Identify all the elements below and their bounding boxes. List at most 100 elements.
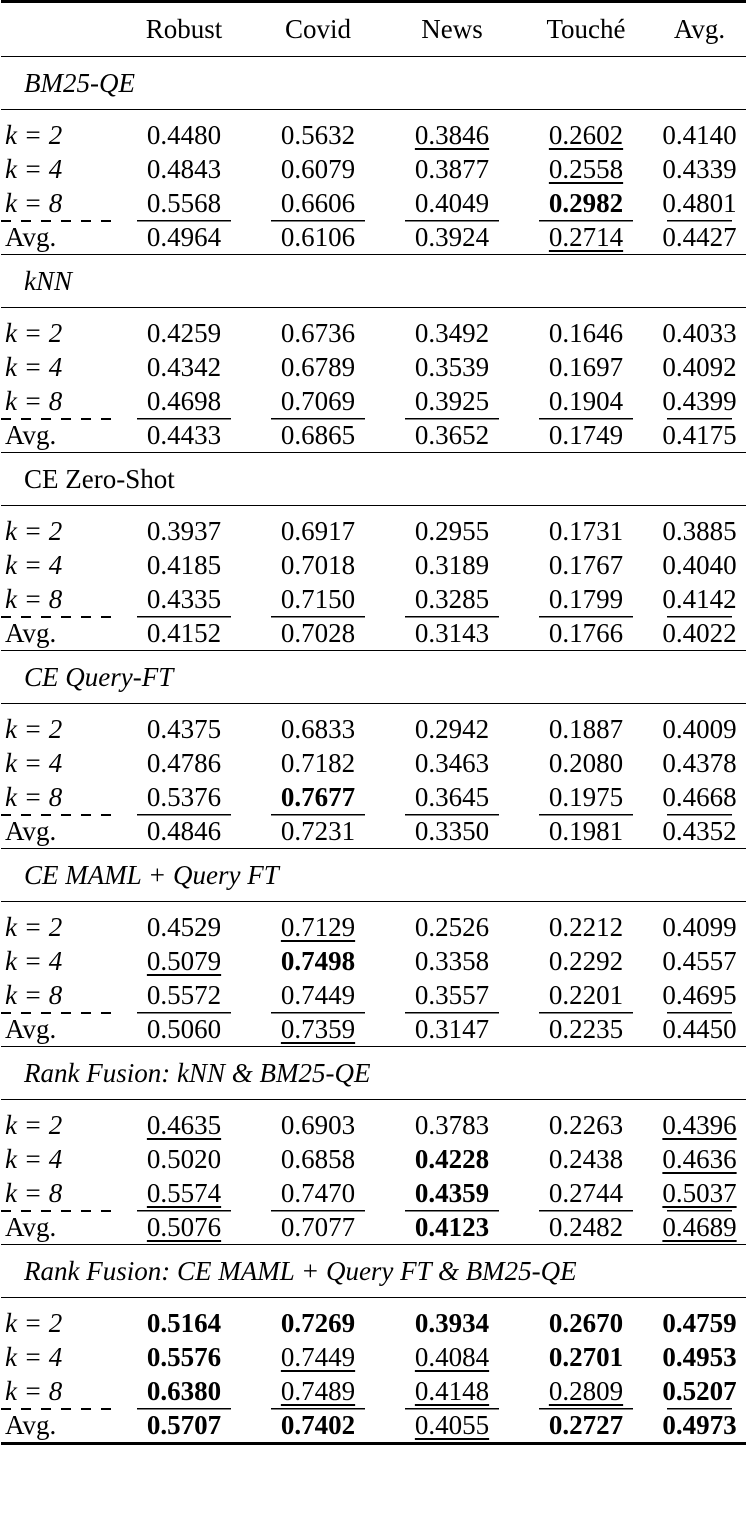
cell-value: 0.4801 bbox=[662, 188, 737, 218]
cell-value: 0.7449 bbox=[280, 980, 356, 1010]
cell-value: 0.1981 bbox=[548, 816, 624, 846]
cell-value: 0.3925 bbox=[414, 386, 490, 416]
value-cell: 0.6865 bbox=[251, 418, 385, 453]
cell-value: 0.4142 bbox=[662, 584, 737, 614]
value-cell: 0.5207 bbox=[653, 1374, 746, 1408]
cell-value: 0.2982 bbox=[548, 188, 624, 218]
cell-value: 0.3492 bbox=[414, 318, 490, 348]
cell-value: 0.7402 bbox=[280, 1410, 356, 1440]
cell-value: 0.2942 bbox=[414, 714, 490, 744]
value-cell: 0.7269 bbox=[251, 1298, 385, 1341]
cell-value: 0.4668 bbox=[662, 782, 737, 812]
cell-value: 0.6858 bbox=[280, 1144, 356, 1174]
row-label: Avg. bbox=[1, 1012, 117, 1047]
value-cell: 0.2558 bbox=[519, 152, 653, 186]
value-cell: 0.2701 bbox=[519, 1340, 653, 1374]
cell-value: 0.3877 bbox=[414, 154, 490, 184]
row-label: k = 4 bbox=[5, 550, 63, 580]
cell-value: 0.3557 bbox=[414, 980, 490, 1010]
value-cell: 0.2482 bbox=[519, 1210, 653, 1245]
table-row: k = 2 0.4480 0.5632 0.3846 0.2602 0.4140 bbox=[1, 109, 746, 153]
value-cell: 0.4152 bbox=[117, 616, 251, 651]
value-cell: 0.2212 bbox=[519, 902, 653, 945]
value-cell: 0.7129 bbox=[251, 902, 385, 945]
cell-value: 0.4055 bbox=[414, 1410, 490, 1440]
value-cell: 0.4635 bbox=[117, 1100, 251, 1143]
value-cell: 0.4843 bbox=[117, 152, 251, 186]
cell-value: 0.7449 bbox=[280, 1342, 356, 1372]
row-label: k = 8 bbox=[5, 1376, 63, 1406]
value-cell: 0.3358 bbox=[385, 944, 519, 978]
value-cell: 0.1731 bbox=[519, 506, 653, 549]
value-cell: 0.6903 bbox=[251, 1100, 385, 1143]
average-row: Avg. 0.4152 0.7028 0.3143 0.1766 0.4022 bbox=[1, 616, 746, 651]
row-label: Avg. bbox=[1, 1408, 117, 1444]
row-label: k = 2 bbox=[5, 516, 63, 546]
value-cell: 0.5568 bbox=[117, 186, 251, 220]
cell-value: 0.1904 bbox=[548, 386, 624, 416]
value-cell: 0.4698 bbox=[117, 384, 251, 418]
value-cell: 0.7069 bbox=[251, 384, 385, 418]
row-label: k = 2 bbox=[5, 1308, 63, 1338]
table-row: k = 8 0.5574 0.7470 0.4359 0.2744 0.5037 bbox=[1, 1176, 746, 1210]
cell-value: 0.4635 bbox=[146, 1110, 222, 1140]
value-cell: 0.2292 bbox=[519, 944, 653, 978]
cell-value: 0.5376 bbox=[146, 782, 222, 812]
value-cell: 0.1767 bbox=[519, 548, 653, 582]
cell-value: 0.4964 bbox=[146, 222, 222, 252]
value-cell: 0.3924 bbox=[385, 220, 519, 255]
value-cell: 0.3539 bbox=[385, 350, 519, 384]
table-row: k = 8 0.6380 0.7489 0.4148 0.2809 0.5207 bbox=[1, 1374, 746, 1408]
average-row: Avg. 0.4846 0.7231 0.3350 0.1981 0.4352 bbox=[1, 814, 746, 849]
cell-value: 0.3652 bbox=[414, 420, 490, 450]
cell-value: 0.6833 bbox=[280, 714, 356, 744]
cell-value: 0.3358 bbox=[414, 946, 490, 976]
cell-value: 0.4427 bbox=[662, 222, 737, 252]
value-cell: 0.4378 bbox=[653, 746, 746, 780]
value-cell: 0.4142 bbox=[653, 582, 746, 616]
value-cell: 0.4846 bbox=[117, 814, 251, 849]
cell-value: 0.7018 bbox=[280, 550, 356, 580]
row-label: k = 2 bbox=[5, 912, 63, 942]
table-row: k = 4 0.4843 0.6079 0.3877 0.2558 0.4339 bbox=[1, 152, 746, 186]
value-cell: 0.2809 bbox=[519, 1374, 653, 1408]
cell-value: 0.4786 bbox=[146, 748, 222, 778]
value-cell: 0.3645 bbox=[385, 780, 519, 814]
cell-value: 0.2670 bbox=[548, 1308, 624, 1338]
section-header-row: CE Zero-Shot bbox=[1, 452, 746, 506]
value-cell: 0.2235 bbox=[519, 1012, 653, 1047]
cell-value: 0.3846 bbox=[414, 120, 490, 150]
table-row: k = 2 0.5164 0.7269 0.3934 0.2670 0.4759 bbox=[1, 1297, 746, 1341]
cell-value: 0.3645 bbox=[414, 782, 490, 812]
header-cell: Robust bbox=[145, 14, 223, 44]
value-cell: 0.4964 bbox=[117, 220, 251, 255]
cell-value: 0.4378 bbox=[662, 748, 737, 778]
cell-value: 0.5164 bbox=[146, 1308, 222, 1338]
cell-value: 0.2714 bbox=[548, 222, 624, 252]
cell-value: 0.4040 bbox=[662, 550, 737, 580]
table-row: k = 4 0.5079 0.7498 0.3358 0.2292 0.4557 bbox=[1, 944, 746, 978]
cell-value: 0.4396 bbox=[662, 1110, 737, 1140]
cell-value: 0.2201 bbox=[548, 980, 624, 1010]
row-label: k = 8 bbox=[5, 584, 63, 614]
cell-value: 0.4342 bbox=[146, 352, 222, 382]
cell-value: 0.5707 bbox=[146, 1410, 222, 1440]
cell-value: 0.4185 bbox=[146, 550, 222, 580]
value-cell: 0.7077 bbox=[251, 1210, 385, 1245]
value-cell: 0.2955 bbox=[385, 506, 519, 549]
value-cell: 0.4148 bbox=[385, 1374, 519, 1408]
cell-value: 0.1887 bbox=[548, 714, 624, 744]
section-title: kNN bbox=[24, 266, 73, 296]
cell-value: 0.7069 bbox=[280, 386, 356, 416]
cell-value: 0.4636 bbox=[662, 1144, 737, 1174]
section-header-row: Rank Fusion: kNN & BM25-QE bbox=[1, 1046, 746, 1100]
cell-value: 0.1731 bbox=[548, 516, 624, 546]
cell-value: 0.4759 bbox=[662, 1308, 737, 1338]
section-title: BM25-QE bbox=[24, 68, 135, 98]
value-cell: 0.3492 bbox=[385, 308, 519, 351]
value-cell: 0.7449 bbox=[251, 978, 385, 1012]
cell-value: 0.7470 bbox=[280, 1178, 356, 1208]
value-cell: 0.4092 bbox=[653, 350, 746, 384]
row-label: Avg. bbox=[1, 616, 117, 651]
row-label: k = 8 bbox=[5, 782, 63, 812]
